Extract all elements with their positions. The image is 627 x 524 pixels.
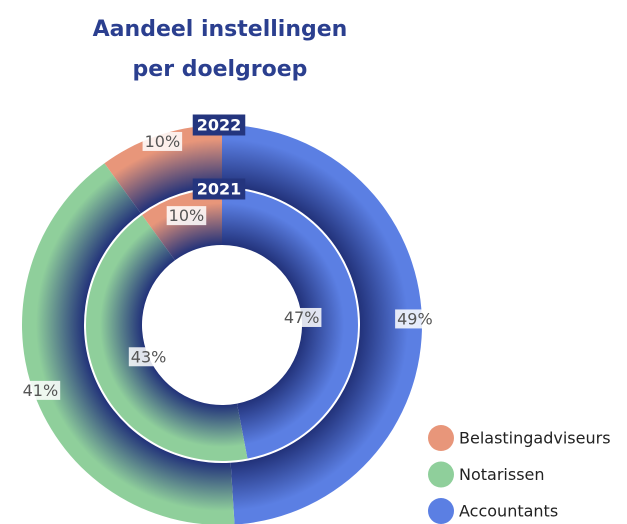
data-label: 10% xyxy=(145,132,181,151)
donut-slice xyxy=(22,163,235,524)
donut-slice xyxy=(86,214,248,461)
ring-label: 2022 xyxy=(197,116,242,135)
data-label: 41% xyxy=(23,381,59,400)
legend-label: Notarissen xyxy=(459,465,545,484)
data-label: 43% xyxy=(131,347,167,366)
legend-swatch xyxy=(428,461,454,488)
label-background xyxy=(395,309,435,329)
ring-label-background xyxy=(192,114,246,136)
data-label: 49% xyxy=(397,309,433,328)
data-label: 10% xyxy=(169,206,205,225)
label-background xyxy=(20,380,61,400)
legend-label: Accountants xyxy=(459,502,558,521)
donut-slice xyxy=(104,125,222,214)
legend-swatch xyxy=(428,425,454,451)
label-background xyxy=(128,347,169,367)
legend-swatch xyxy=(428,498,454,524)
ring-label: 2021 xyxy=(197,180,242,199)
legend-label: Belastingadviseurs xyxy=(459,429,611,448)
label-background xyxy=(142,131,183,151)
data-label: 47% xyxy=(284,308,320,327)
ring-label-background xyxy=(192,178,246,200)
label-background xyxy=(166,206,207,226)
chart-title: Aandeel instellingen per doelgroep xyxy=(92,17,348,82)
donut-slice xyxy=(222,189,358,459)
donut-slice xyxy=(222,125,422,524)
label-background xyxy=(281,307,322,327)
